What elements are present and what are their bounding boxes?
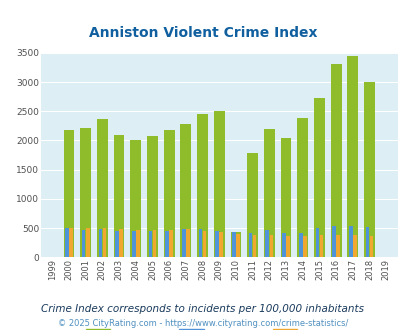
Bar: [313, 98, 324, 257]
Bar: [98, 229, 102, 257]
Bar: [319, 236, 322, 257]
Bar: [136, 230, 139, 257]
Text: Anniston Violent Crime Index: Anniston Violent Crime Index: [89, 26, 316, 40]
Bar: [263, 129, 274, 257]
Bar: [163, 130, 174, 257]
Bar: [213, 111, 224, 257]
Bar: [269, 235, 273, 257]
Bar: [347, 56, 357, 257]
Bar: [230, 232, 241, 257]
Bar: [335, 235, 339, 257]
Bar: [65, 228, 68, 257]
Bar: [248, 233, 252, 257]
Bar: [281, 233, 285, 257]
Bar: [369, 236, 373, 257]
Bar: [202, 231, 206, 257]
Bar: [331, 226, 335, 257]
Bar: [232, 232, 235, 257]
Bar: [115, 231, 119, 257]
Bar: [165, 231, 168, 257]
Bar: [85, 228, 90, 257]
Bar: [286, 236, 289, 257]
Bar: [352, 235, 356, 257]
Bar: [315, 228, 318, 257]
Bar: [169, 230, 173, 257]
Bar: [132, 231, 135, 257]
Bar: [252, 235, 256, 257]
Bar: [148, 231, 152, 257]
Bar: [102, 228, 106, 257]
Legend: Anniston, Alabama, National: Anniston, Alabama, National: [81, 324, 356, 330]
Bar: [330, 64, 341, 257]
Bar: [119, 229, 123, 257]
Bar: [80, 128, 91, 257]
Bar: [198, 229, 202, 257]
Bar: [363, 82, 374, 257]
Bar: [296, 118, 307, 257]
Bar: [219, 232, 222, 257]
Text: © 2025 CityRating.com - https://www.cityrating.com/crime-statistics/: © 2025 CityRating.com - https://www.city…: [58, 319, 347, 328]
Bar: [197, 114, 207, 257]
Bar: [280, 138, 291, 257]
Bar: [348, 226, 352, 257]
Bar: [113, 135, 124, 257]
Bar: [82, 230, 85, 257]
Bar: [215, 231, 219, 257]
Bar: [181, 229, 185, 257]
Bar: [147, 136, 158, 257]
Bar: [298, 233, 302, 257]
Bar: [247, 153, 258, 257]
Bar: [236, 234, 239, 257]
Bar: [130, 140, 141, 257]
Bar: [180, 123, 191, 257]
Bar: [302, 236, 306, 257]
Bar: [64, 130, 74, 257]
Bar: [152, 230, 156, 257]
Bar: [185, 229, 189, 257]
Bar: [265, 230, 269, 257]
Bar: [97, 119, 108, 257]
Bar: [365, 227, 369, 257]
Text: Crime Index corresponds to incidents per 100,000 inhabitants: Crime Index corresponds to incidents per…: [41, 304, 364, 314]
Bar: [69, 228, 72, 257]
